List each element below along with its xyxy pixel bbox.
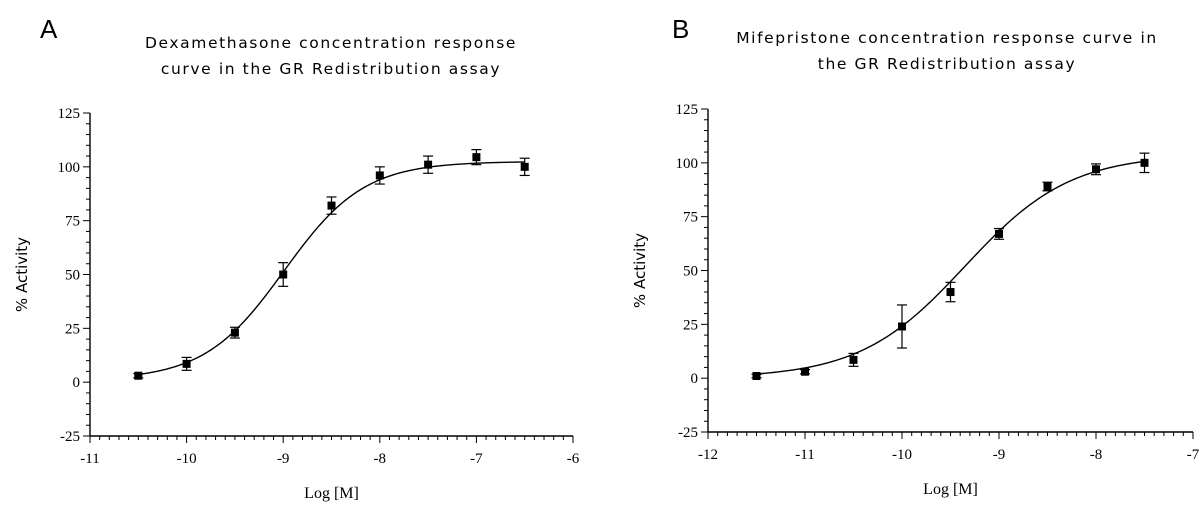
y-tick-label: 75 [65, 214, 80, 230]
y-tick-label: -25 [60, 429, 80, 445]
chart-title-line: Mifepristone concentration response curv… [736, 29, 1158, 47]
fit-curve [756, 160, 1145, 375]
x-axis-label: Log [M] [923, 481, 978, 498]
chart-panel-a: A Dexamethasone concentration response cur… [13, 14, 580, 502]
x-tick-label: -11 [795, 447, 814, 463]
data-point [424, 160, 433, 169]
y-tick-label: 25 [683, 317, 698, 333]
data-point [182, 359, 191, 368]
y-tick-label: 100 [676, 156, 699, 172]
y-tick-label: 125 [58, 106, 81, 122]
chart-panel-b: B Mifepristone concentration response cur… [631, 14, 1200, 498]
data-point [849, 355, 858, 364]
data-point [1043, 182, 1052, 191]
y-tick-label: 50 [65, 268, 80, 284]
x-tick-label: -7 [470, 451, 483, 467]
data-point [230, 328, 239, 337]
y-tick-label: 100 [58, 160, 81, 176]
panel-letter: A [40, 14, 58, 44]
data-point [520, 162, 529, 171]
y-axis-label: % Activity [631, 233, 649, 308]
y-tick-label: -25 [678, 425, 698, 441]
data-point [327, 201, 336, 210]
data-point [472, 153, 481, 162]
x-tick-label: -8 [1090, 447, 1103, 463]
x-tick-label: -9 [993, 447, 1006, 463]
x-tick-label: -12 [698, 447, 718, 463]
y-tick-label: 75 [683, 210, 698, 226]
data-point [752, 372, 761, 381]
x-tick-label: -7 [1187, 447, 1200, 463]
y-tick-label: 0 [691, 371, 699, 387]
data-point [995, 229, 1003, 238]
y-axis-label: % Activity [13, 237, 31, 312]
panel-letter: B [672, 14, 689, 44]
x-tick-label: -6 [567, 451, 580, 467]
fit-curve [138, 161, 525, 376]
data-point [375, 171, 384, 180]
x-tick-label: -10 [892, 447, 912, 463]
chart-title-line: the GR Redistribution assay [818, 55, 1076, 73]
data-point [1092, 165, 1100, 174]
y-tick-label: 50 [683, 264, 698, 280]
x-tick-label: -8 [374, 451, 387, 467]
x-tick-label: -9 [277, 451, 290, 467]
x-tick-label: -11 [80, 451, 99, 467]
data-point [1140, 158, 1149, 167]
x-tick-label: -10 [177, 451, 197, 467]
y-tick-label: 0 [73, 375, 81, 391]
data-point [279, 270, 288, 279]
data-point [946, 288, 955, 297]
y-tick-label: 25 [65, 321, 80, 337]
data-point [801, 367, 809, 376]
x-axis-label: Log [M] [304, 485, 359, 502]
data-point [134, 371, 143, 380]
y-tick-label: 125 [676, 102, 699, 118]
chart-title-line: Dexamethasone concentration response [145, 34, 517, 52]
chart-title-line: curve in the GR Redistribution assay [161, 60, 501, 78]
data-point [898, 322, 906, 331]
